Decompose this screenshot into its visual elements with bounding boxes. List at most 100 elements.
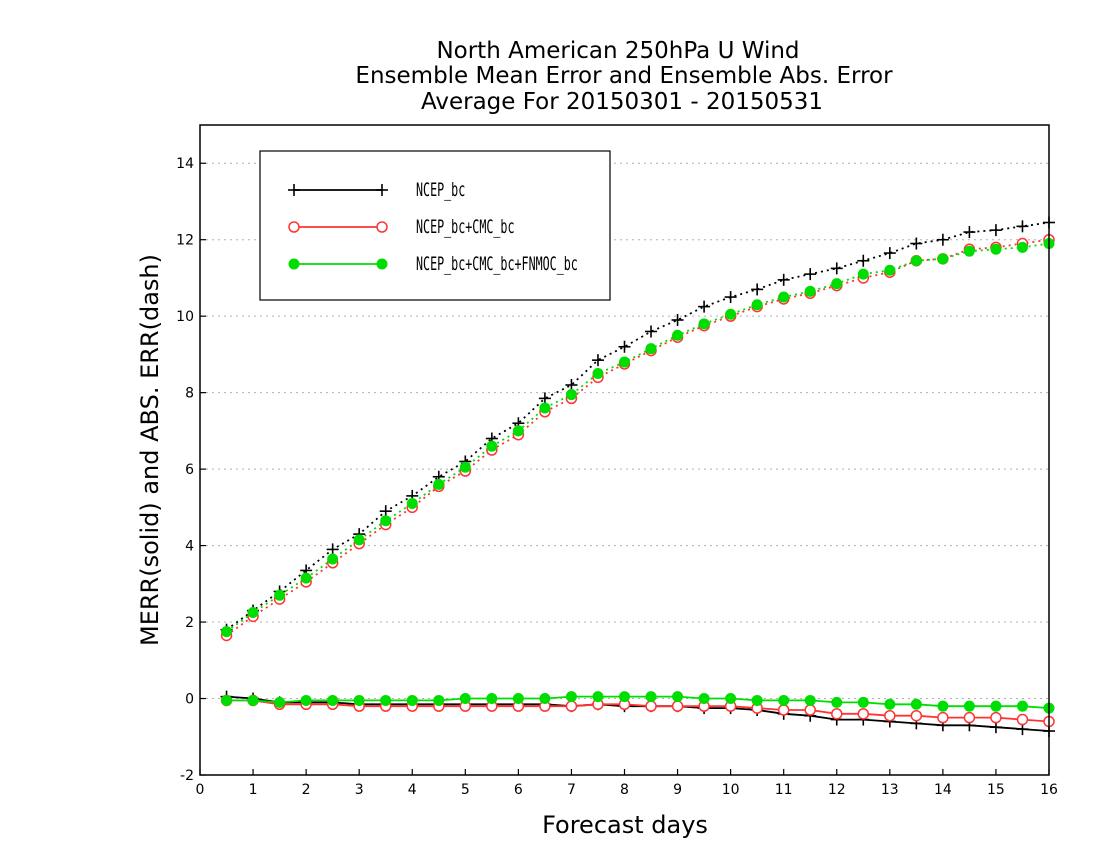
series-2-merr-point (619, 691, 630, 703)
series-0-abs-err-point (1016, 220, 1029, 233)
series-2-abs-err-point (353, 534, 365, 546)
legend: NCEP_bc NCEP_bc+CMC_bc NCEP_bc+CMC_bc+FNMO… (259, 150, 611, 301)
series-2-merr-point (459, 693, 471, 705)
y-tick-label: 10 (176, 309, 194, 325)
series-0-abs-err-point (565, 379, 578, 391)
y-tick-label: 14 (176, 156, 194, 172)
series-2-merr-point (247, 694, 259, 706)
series-2-merr-point (539, 693, 551, 705)
series-2-merr-point (565, 691, 577, 703)
legend-label-1: NCEP_bc+CMC_bc (416, 216, 515, 238)
series-2-merr-point (990, 700, 1002, 712)
series-2-abs-err-point (725, 308, 737, 320)
series-2-merr-point (884, 698, 896, 710)
x-tick-label: 9 (673, 782, 682, 798)
x-tick-label: 3 (355, 782, 364, 798)
series-0-abs-err-point (804, 268, 817, 281)
series-2-merr-point (327, 694, 339, 706)
chart-title-line-2: Ensemble Mean Error and Ensemble Abs. Er… (355, 63, 893, 89)
series-2-merr-point (963, 700, 975, 712)
x-tick-label: 12 (828, 782, 846, 798)
y-tick-label: 0 (185, 692, 194, 708)
x-tick-label: 15 (987, 782, 1005, 798)
series-1-merr-point (671, 700, 684, 712)
series-0-abs-err-point (326, 543, 339, 556)
x-tick-label: 1 (249, 782, 258, 798)
series-2-abs-err-point (486, 440, 498, 452)
series-0-abs-err-point (910, 237, 923, 250)
series-0-abs-err-point (830, 262, 843, 275)
plot-frame (199, 124, 1050, 776)
series-2-abs-err-point (380, 515, 392, 527)
series-0-abs-err-line (225, 221, 1050, 631)
series-2-abs-err-point (1016, 241, 1028, 253)
series-1-merr-point (857, 708, 870, 720)
legend-marker-right-1 (376, 221, 388, 233)
legend-marker-left-0 (288, 184, 300, 196)
series-2-abs-err-point (433, 478, 445, 490)
series-2-merr-point (592, 691, 604, 703)
series-0-abs-err-point (671, 314, 684, 326)
legend-marker-right-0 (376, 184, 388, 196)
series-0-abs-err-point (751, 283, 764, 296)
series-2-abs-err-point (619, 356, 630, 368)
x-tick-label: 0 (196, 782, 205, 798)
x-tick-label: 16 (1040, 782, 1058, 798)
series-2-merr-point (512, 693, 524, 705)
series-2-abs-err-point (963, 245, 975, 257)
y-tick-label: 6 (185, 462, 194, 478)
series-2-abs-err-point (274, 589, 286, 601)
y-axis-label: MERR(solid) and ABS. ERR(dash) (136, 254, 164, 646)
series-0-abs-err-point (989, 224, 1002, 237)
series-2-abs-err-point (565, 389, 577, 401)
x-axis-label: Forecast days (542, 811, 708, 839)
series-2-merr-point (804, 694, 816, 706)
legend-label-0: NCEP_bc (416, 179, 465, 201)
x-tick-label: 2 (302, 782, 311, 798)
series-2-abs-err-point (406, 498, 418, 510)
series-1-merr-point (565, 700, 578, 712)
series-0-abs-err-point (645, 325, 658, 338)
x-tick-label: 14 (934, 782, 952, 798)
series-2-merr-point (910, 698, 922, 710)
series-2-abs-err-point (247, 607, 259, 618)
series-1-merr-point (777, 704, 790, 716)
series-2-merr-point (645, 691, 657, 703)
series-2-merr-point (300, 694, 312, 706)
y-tick-label: 4 (185, 539, 194, 555)
series-2-abs-err-point (539, 402, 551, 414)
series-2-merr-point (221, 694, 233, 706)
series-2-merr-point (937, 700, 949, 712)
series-1-merr-point (645, 700, 657, 712)
series-2-abs-err-point (327, 553, 339, 565)
series-2-abs-err-point (698, 318, 710, 330)
series-0-abs-err-point (724, 291, 737, 304)
x-tick-label: 11 (775, 782, 793, 798)
series-2-abs-err-point (804, 285, 816, 297)
series-2-abs-err-point (831, 278, 843, 290)
series-2-merr-point (831, 696, 843, 708)
series-2-merr-point (486, 693, 498, 705)
x-tick-label: 7 (567, 782, 576, 798)
series-2-abs-err-point (910, 255, 922, 267)
series-2-merr-point (751, 694, 763, 706)
legend-marker-right-2 (376, 258, 388, 270)
x-tick-label: 5 (461, 782, 470, 798)
series-2-abs-err-point (459, 461, 471, 473)
series-2-abs-err-point (221, 626, 233, 638)
x-tick-label: 6 (514, 782, 523, 798)
series-1-merr-point (963, 711, 976, 724)
y-tick-label: 2 (185, 615, 194, 631)
legend-box (259, 150, 611, 301)
series-2-merr-point (698, 693, 710, 705)
series-2-abs-err-point (512, 425, 524, 437)
series-2-merr-point (672, 691, 684, 703)
series-2-merr-point (778, 694, 790, 706)
series-2-abs-err-point (990, 243, 1002, 255)
series-2-merr-point (406, 694, 418, 706)
chart-title-line-3: Average For 20150301 - 20150531 (421, 89, 823, 115)
series-1-merr-point (910, 709, 923, 722)
